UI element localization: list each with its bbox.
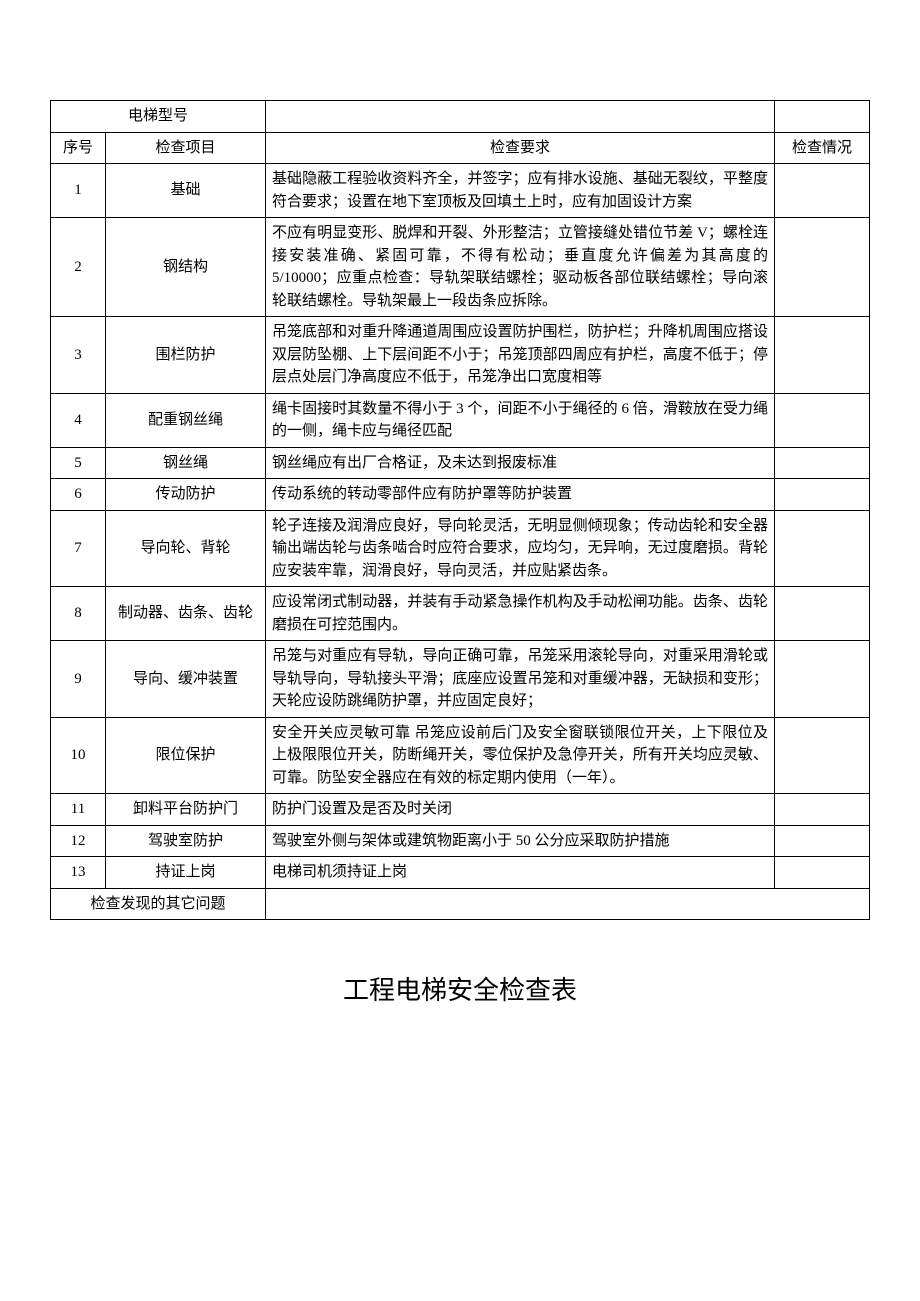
row-req: 电梯司机须持证上岗 <box>266 857 775 889</box>
other-issues-value <box>266 888 870 920</box>
header-req: 检查要求 <box>266 132 775 164</box>
table-row: 7导向轮、背轮轮子连接及润滑应良好，导向轮灵活，无明显侧倾现象；传动齿轮和安全器… <box>51 510 870 587</box>
row-req: 绳卡固接时其数量不得小于 3 个，间距不小于绳径的 6 倍，滑鞍放在受力绳的一侧… <box>266 393 775 447</box>
row-status <box>775 717 870 794</box>
row-req: 不应有明显变形、脱焊和开裂、外形整洁；立管接缝处错位节差 V；螺栓连接安装准确、… <box>266 218 775 317</box>
table-row: 2钢结构不应有明显变形、脱焊和开裂、外形整洁；立管接缝处错位节差 V；螺栓连接安… <box>51 218 870 317</box>
row-req: 安全开关应灵敏可靠 吊笼应设前后门及安全窗联锁限位开关，上下限位及上极限限位开关… <box>266 717 775 794</box>
row-req: 基础隐蔽工程验收资料齐全，并签字；应有排水设施、基础无裂纹，平整度符合要求；设置… <box>266 164 775 218</box>
row-item: 卸料平台防护门 <box>106 794 266 826</box>
row-status <box>775 825 870 857</box>
row-status <box>775 479 870 511</box>
row-status <box>775 447 870 479</box>
table-row: 10限位保护安全开关应灵敏可靠 吊笼应设前后门及安全窗联锁限位开关，上下限位及上… <box>51 717 870 794</box>
row-req: 钢丝绳应有出厂合格证，及未达到报废标准 <box>266 447 775 479</box>
header-item: 检查项目 <box>106 132 266 164</box>
table-row: 5钢丝绳钢丝绳应有出厂合格证，及未达到报废标准 <box>51 447 870 479</box>
other-issues-label: 检查发现的其它问题 <box>51 888 266 920</box>
row-item: 钢结构 <box>106 218 266 317</box>
row-seq: 9 <box>51 641 106 718</box>
row-req: 防护门设置及是否及时关闭 <box>266 794 775 826</box>
header-status: 检查情况 <box>775 132 870 164</box>
inspection-table: 电梯型号 序号 检查项目 检查要求 检查情况 1基础基础隐蔽工程验收资料齐全，并… <box>50 100 870 920</box>
row-item: 限位保护 <box>106 717 266 794</box>
row-req: 吊笼底部和对重升降通道周围应设置防护围栏，防护栏；升降机周围应搭设双层防坠棚、上… <box>266 317 775 394</box>
row-status <box>775 641 870 718</box>
row-req: 驾驶室外侧与架体或建筑物距离小于 50 公分应采取防护措施 <box>266 825 775 857</box>
header-seq: 序号 <box>51 132 106 164</box>
row-seq: 8 <box>51 587 106 641</box>
row-seq: 1 <box>51 164 106 218</box>
row-status <box>775 857 870 889</box>
table-row: 12驾驶室防护驾驶室外侧与架体或建筑物距离小于 50 公分应采取防护措施 <box>51 825 870 857</box>
row-status <box>775 164 870 218</box>
row-seq: 6 <box>51 479 106 511</box>
row-seq: 12 <box>51 825 106 857</box>
row-seq: 10 <box>51 717 106 794</box>
footer-title: 工程电梯安全检查表 <box>50 970 870 1007</box>
row-status <box>775 218 870 317</box>
model-value <box>266 101 775 133</box>
row-status <box>775 317 870 394</box>
other-issues-row: 检查发现的其它问题 <box>51 888 870 920</box>
table-row: 13持证上岗电梯司机须持证上岗 <box>51 857 870 889</box>
model-row: 电梯型号 <box>51 101 870 133</box>
row-seq: 11 <box>51 794 106 826</box>
row-item: 配重钢丝绳 <box>106 393 266 447</box>
row-item: 持证上岗 <box>106 857 266 889</box>
model-label: 电梯型号 <box>51 101 266 133</box>
table-row: 11卸料平台防护门防护门设置及是否及时关闭 <box>51 794 870 826</box>
row-item: 围栏防护 <box>106 317 266 394</box>
row-req: 传动系统的转动零部件应有防护罩等防护装置 <box>266 479 775 511</box>
row-req: 应设常闭式制动器，并装有手动紧急操作机构及手动松闸功能。齿条、齿轮磨损在可控范围… <box>266 587 775 641</box>
header-row: 序号 检查项目 检查要求 检查情况 <box>51 132 870 164</box>
row-status <box>775 393 870 447</box>
table-row: 4配重钢丝绳绳卡固接时其数量不得小于 3 个，间距不小于绳径的 6 倍，滑鞍放在… <box>51 393 870 447</box>
row-req: 吊笼与对重应有导轨，导向正确可靠，吊笼采用滚轮导向，对重采用滑轮或导轨导向，导轨… <box>266 641 775 718</box>
row-seq: 2 <box>51 218 106 317</box>
row-item: 导向轮、背轮 <box>106 510 266 587</box>
table-row: 1基础基础隐蔽工程验收资料齐全，并签字；应有排水设施、基础无裂纹，平整度符合要求… <box>51 164 870 218</box>
row-status <box>775 510 870 587</box>
row-seq: 3 <box>51 317 106 394</box>
row-status <box>775 794 870 826</box>
table-row: 8制动器、齿条、齿轮应设常闭式制动器，并装有手动紧急操作机构及手动松闸功能。齿条… <box>51 587 870 641</box>
row-seq: 7 <box>51 510 106 587</box>
row-seq: 4 <box>51 393 106 447</box>
row-seq: 5 <box>51 447 106 479</box>
row-status <box>775 587 870 641</box>
table-row: 3围栏防护吊笼底部和对重升降通道周围应设置防护围栏，防护栏；升降机周围应搭设双层… <box>51 317 870 394</box>
row-item: 传动防护 <box>106 479 266 511</box>
row-item: 制动器、齿条、齿轮 <box>106 587 266 641</box>
row-item: 驾驶室防护 <box>106 825 266 857</box>
row-req: 轮子连接及润滑应良好，导向轮灵活，无明显侧倾现象；传动齿轮和安全器输出端齿轮与齿… <box>266 510 775 587</box>
model-status-cell <box>775 101 870 133</box>
table-row: 6传动防护传动系统的转动零部件应有防护罩等防护装置 <box>51 479 870 511</box>
row-item: 导向、缓冲装置 <box>106 641 266 718</box>
row-item: 基础 <box>106 164 266 218</box>
row-item: 钢丝绳 <box>106 447 266 479</box>
row-seq: 13 <box>51 857 106 889</box>
table-row: 9导向、缓冲装置吊笼与对重应有导轨，导向正确可靠，吊笼采用滚轮导向，对重采用滑轮… <box>51 641 870 718</box>
